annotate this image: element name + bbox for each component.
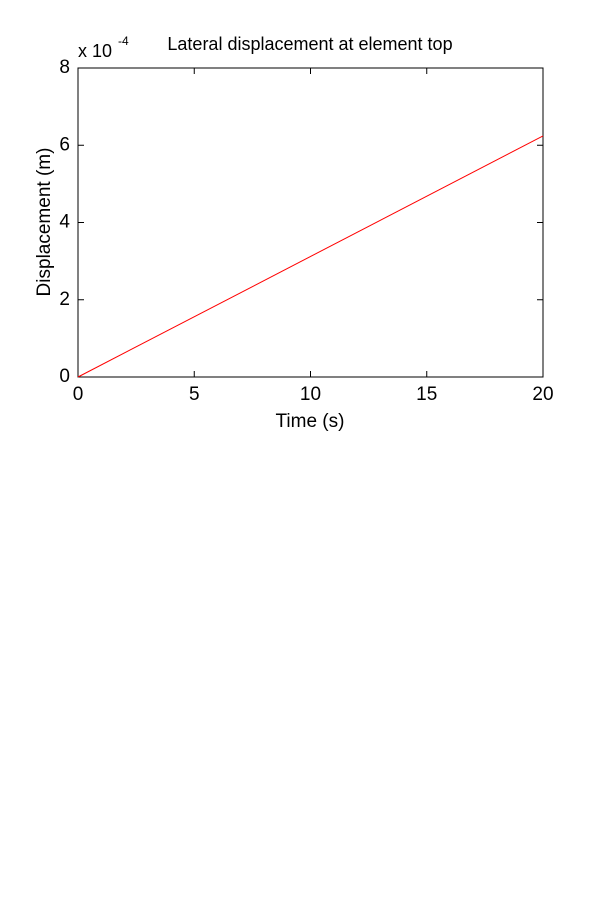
x-tick-label: 0	[73, 384, 84, 405]
y-tick-label: 0	[59, 366, 70, 387]
x-axis-label: Time (s)	[276, 411, 345, 432]
y-tick-label: 2	[59, 289, 70, 310]
y-tick-label: 4	[59, 212, 70, 233]
x-tick-label: 20	[532, 384, 553, 405]
chart-title: Lateral displacement at element top	[167, 34, 452, 54]
y-tick-label: 8	[59, 57, 70, 78]
y-tick-label: 6	[59, 134, 70, 155]
x-tick-label: 10	[300, 384, 321, 405]
y-multiplier-exponent: -4	[118, 34, 129, 48]
line-series	[77, 135, 544, 378]
x-tick-label: 15	[416, 384, 437, 405]
x-tick-label: 5	[189, 384, 200, 405]
y-axis-label: Displacement (m)	[34, 148, 55, 297]
y-multiplier-base: x 10	[78, 41, 112, 61]
